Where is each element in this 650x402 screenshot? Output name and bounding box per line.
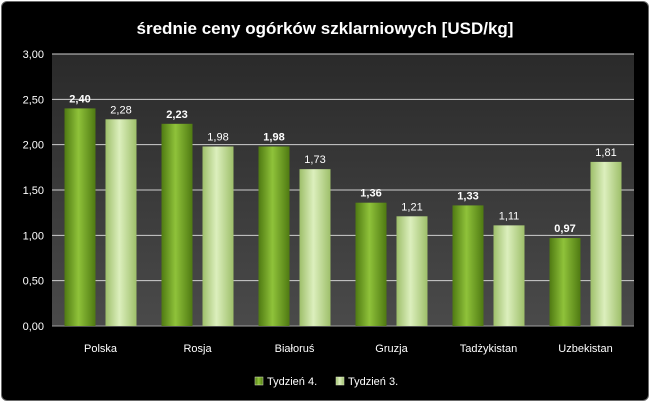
x-category-uzbekistan: Uzbekistan xyxy=(558,343,612,355)
bar-uzbekistan-tydzien-3 xyxy=(590,161,622,326)
data-label-bia-orus-tydzien-3: 1,73 xyxy=(304,154,325,166)
bars xyxy=(64,108,622,327)
y-axis-ticks: 0,00 0,50 1,00 1,50 2,00 2,50 3,00 xyxy=(23,49,44,333)
y-tick-label: 1,50 xyxy=(23,185,44,197)
bar-rosja-tydzien-4 xyxy=(161,123,193,327)
data-labels: 2,40 2,28 2,23 1,98 1,98 1,73 1,36 1,21 1,33 1,11… xyxy=(69,93,616,235)
bar-gruzja-tydzien-4 xyxy=(355,202,387,326)
data-label-tadzykistan-tydzien-4: 1,33 xyxy=(457,190,478,202)
x-category-bia-orus: Białoruś xyxy=(275,343,315,355)
x-category-tadzykistan: Tadżykistan xyxy=(460,343,517,355)
data-label-polska-tydzien-3: 2,28 xyxy=(110,104,131,116)
bar-tadzykistan-tydzien-4 xyxy=(452,205,484,326)
data-label-polska-tydzien-4: 2,40 xyxy=(69,93,90,105)
bar-polska-tydzien-3 xyxy=(105,119,137,326)
data-label-gruzja-tydzien-4: 1,36 xyxy=(360,188,381,200)
y-tick-label: 1,00 xyxy=(23,230,44,242)
data-label-tadzykistan-tydzien-3: 1,11 xyxy=(499,210,520,222)
data-label-gruzja-tydzien-3: 1,21 xyxy=(401,201,422,213)
legend-label-tydzien-3: Tydzień 3. xyxy=(348,376,398,388)
legend-swatch-tydzien-4 xyxy=(254,376,264,386)
chart-title: średnie ceny ogórków szklarniowych [USD/… xyxy=(137,19,514,38)
data-label-uzbekistan-tydzien-3: 1,81 xyxy=(595,147,616,159)
data-label-rosja-tydzien-3: 1,98 xyxy=(207,131,228,143)
y-tick-label: 2,00 xyxy=(23,140,44,152)
data-label-uzbekistan-tydzien-4: 0,97 xyxy=(554,223,575,235)
bar-bia-orus-tydzien-3 xyxy=(299,169,331,326)
x-category-rosja: Rosja xyxy=(183,343,212,355)
x-category-gruzja: Gruzja xyxy=(375,343,408,355)
legend-label-tydzien-4: Tydzień 4. xyxy=(267,376,317,388)
y-tick-label: 2,50 xyxy=(23,94,44,106)
data-label-bia-orus-tydzien-4: 1,98 xyxy=(263,131,284,143)
gridlines xyxy=(52,53,634,327)
bar-uzbekistan-tydzien-4 xyxy=(549,238,581,326)
bar-gruzja-tydzien-3 xyxy=(396,216,428,326)
bar-bia-orus-tydzien-4 xyxy=(258,146,290,326)
legend: Tydzień 4. Tydzień 3. xyxy=(254,376,398,388)
x-category-polska: Polska xyxy=(84,343,118,355)
y-tick-label: 0,00 xyxy=(23,321,44,333)
bar-polska-tydzien-4 xyxy=(64,108,96,327)
legend-swatch-tydzien-3 xyxy=(335,376,345,386)
bar-rosja-tydzien-3 xyxy=(202,146,234,326)
bar-tadzykistan-tydzien-3 xyxy=(493,225,525,326)
y-tick-label: 3,00 xyxy=(23,49,44,61)
data-label-rosja-tydzien-4: 2,23 xyxy=(166,109,187,121)
y-tick-label: 0,50 xyxy=(23,276,44,288)
x-axis-categories: Polska Rosja Białoruś Gruzja Tadżykistan Uzbe… xyxy=(84,343,613,355)
